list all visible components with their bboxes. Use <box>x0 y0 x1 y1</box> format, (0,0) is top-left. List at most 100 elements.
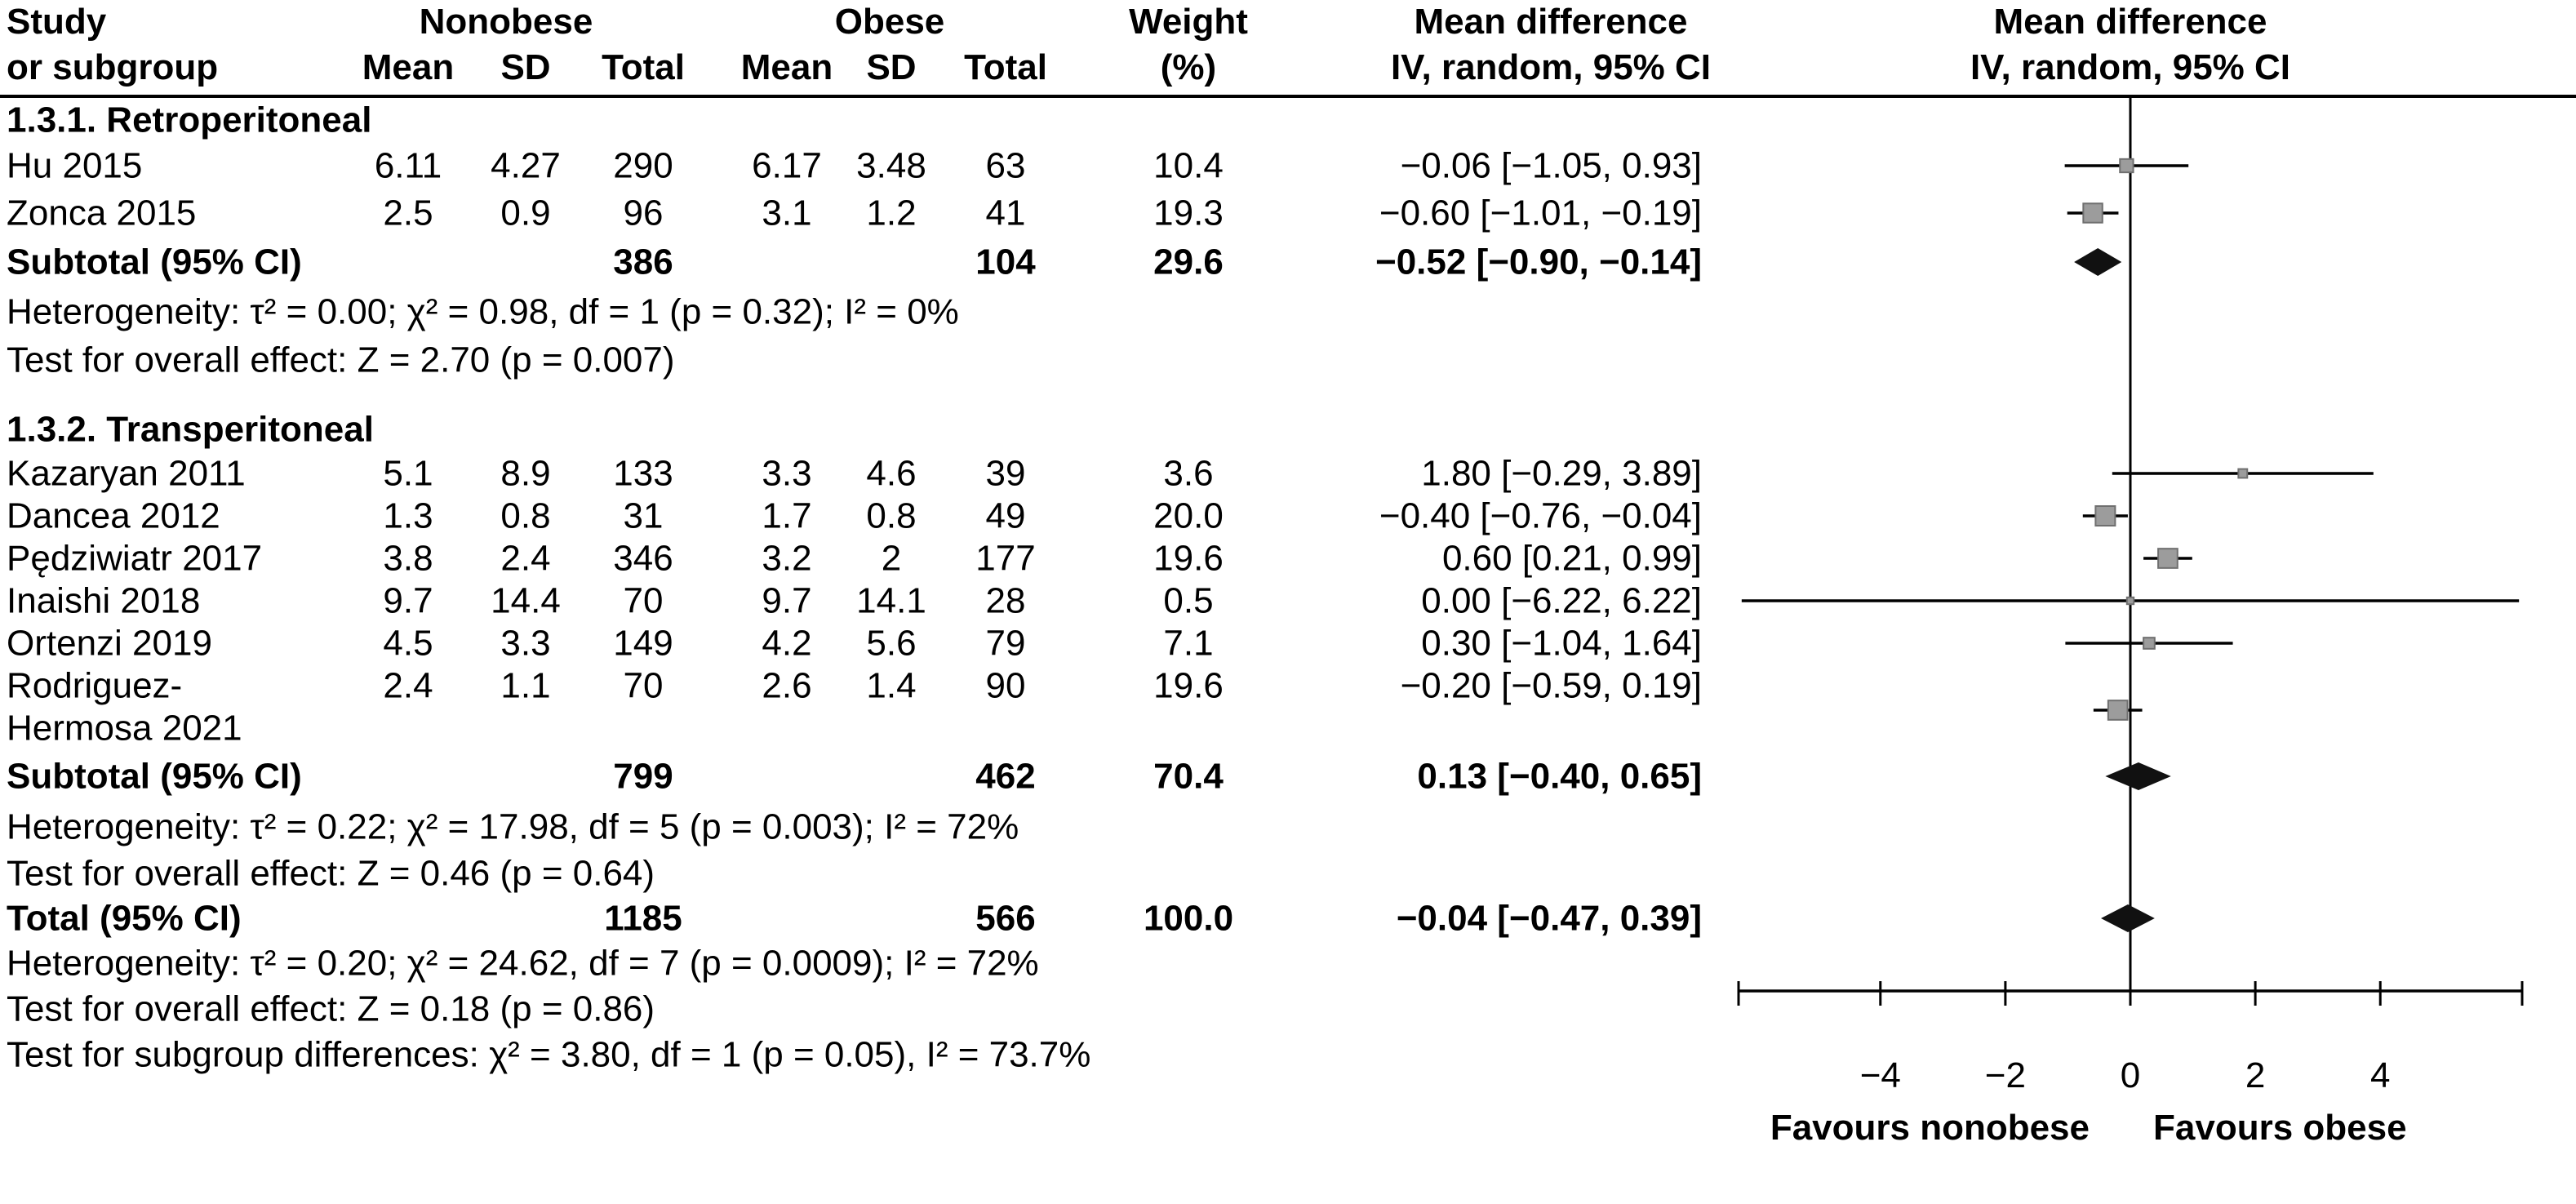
nonobese-sd: 8.9 <box>500 453 551 494</box>
study-row: Zonca 2015 2.5 0.9 96 3.1 1.2 41 19.3 −0.60 [−1.… <box>0 189 2576 237</box>
md-ci-text: −0.06 [−1.05, 0.93] <box>1400 145 1702 186</box>
study-row: Rodriguez- 2.4 1.1 70 2.6 1.4 90 19.6 −0.20 [−0.… <box>0 664 2576 707</box>
obese-mean: 3.1 <box>762 193 812 233</box>
total-md-ci-text: −0.04 [−0.47, 0.39] <box>1396 898 1702 939</box>
group-header-obese: Obese <box>834 2 945 42</box>
study-row: Kazaryan 2011 5.1 8.9 133 3.3 4.6 39 3.6 1.80 [−… <box>0 452 2576 495</box>
note-row: Test for subgroup differences: χ² = 3.80… <box>0 1032 2576 1077</box>
nonobese-total: 70 <box>623 580 664 621</box>
nonobese-total: 346 <box>613 538 673 579</box>
favours-right-label: Favours obese <box>2153 1108 2407 1148</box>
nonobese-sd: 1.1 <box>500 665 551 706</box>
study-name: Hu 2015 <box>7 145 143 186</box>
study-name-line2: Hermosa 2021 <box>7 708 242 749</box>
total-obese-total: 566 <box>975 898 1036 939</box>
obese-total: 177 <box>975 538 1036 579</box>
heterogeneity-note: Heterogeneity: τ² = 0.00; χ² = 0.98, df … <box>7 291 959 332</box>
note-row: Heterogeneity: τ² = 0.20; χ² = 24.62, df… <box>0 940 2576 986</box>
col-header-obese-total: Total <box>964 47 1047 87</box>
weight-pct: 19.6 <box>1153 665 1224 706</box>
weight-pct: 3.6 <box>1163 453 1214 494</box>
obese-total: 49 <box>985 495 1026 536</box>
col-header-md-text-line2: IV, random, 95% CI <box>1390 47 1712 87</box>
subtotal-md-ci-text: 0.13 [−0.40, 0.65] <box>1417 756 1702 797</box>
note-row: Test for overall effect: Z = 0.46 (p = 0… <box>0 851 2576 896</box>
subtotal-row: Subtotal (95% CI) 386 104 29.6 −0.52 [−0.90,… <box>0 237 2576 287</box>
study-name: Rodriguez- <box>7 665 183 706</box>
obese-sd: 0.8 <box>866 495 917 536</box>
total-nonobese-total: 1185 <box>604 898 682 939</box>
nonobese-mean: 2.4 <box>383 665 433 706</box>
obese-mean: 4.2 <box>762 623 812 664</box>
obese-mean: 3.2 <box>762 538 812 579</box>
study-row: Hu 2015 6.11 4.27 290 6.17 3.48 63 10.4 −0.06 [−… <box>0 142 2576 189</box>
nonobese-sd: 0.9 <box>500 193 551 233</box>
obese-sd: 4.6 <box>866 453 917 494</box>
total-row: Total (95% CI) 1185 566 100.0 −0.04 [−0.47, … <box>0 896 2576 940</box>
md-ci-text: −0.60 [−1.01, −0.19] <box>1379 193 1702 233</box>
subtotal-label: Subtotal (95% CI) <box>7 756 302 797</box>
nonobese-mean: 5.1 <box>383 453 433 494</box>
subtotal-obese-total: 462 <box>975 756 1036 797</box>
study-name: Pędziwiatr 2017 <box>7 538 263 579</box>
obese-mean: 1.7 <box>762 495 812 536</box>
md-ci-text: −0.20 [−0.59, 0.19] <box>1400 665 1702 706</box>
nonobese-total: 149 <box>613 623 673 664</box>
obese-sd: 1.2 <box>866 193 917 233</box>
note-row: Heterogeneity: τ² = 0.22; χ² = 17.98, df… <box>0 803 2576 851</box>
nonobese-total: 133 <box>613 453 673 494</box>
obese-total: 90 <box>985 665 1026 706</box>
table-rows: 1.3.1. Retroperitoneal Hu 2015 6.11 4.27 290… <box>0 98 2576 1077</box>
weight-pct: 19.3 <box>1153 193 1224 233</box>
overall-effect-note: Test for overall effect: Z = 0.46 (p = 0… <box>7 853 655 894</box>
obese-total: 63 <box>985 145 1026 186</box>
obese-sd: 1.4 <box>866 665 917 706</box>
subtotal-row: Subtotal (95% CI) 799 462 70.4 0.13 [−0.40, … <box>0 749 2576 803</box>
col-header-nonobese-sd: SD <box>500 47 551 87</box>
study-row: Pędziwiatr 2017 3.8 2.4 346 3.2 2 177 19.6 0.60 … <box>0 537 2576 580</box>
subtotal-weight: 70.4 <box>1153 756 1224 797</box>
nonobese-sd: 0.8 <box>500 495 551 536</box>
col-header-study-line2: or subgroup <box>7 47 219 87</box>
obese-total: 28 <box>985 580 1026 621</box>
obese-mean: 3.3 <box>762 453 812 494</box>
subtotal-weight: 29.6 <box>1153 242 1224 282</box>
obese-total: 79 <box>985 623 1026 664</box>
nonobese-mean: 6.11 <box>374 145 442 186</box>
nonobese-sd: 2.4 <box>500 538 551 579</box>
nonobese-total: 96 <box>623 193 664 233</box>
subtotal-nonobese-total: 386 <box>613 242 673 282</box>
col-header-nonobese-total: Total <box>602 47 685 87</box>
weight-pct: 20.0 <box>1153 495 1224 536</box>
subtotal-label: Subtotal (95% CI) <box>7 242 302 282</box>
study-name: Kazaryan 2011 <box>7 453 246 494</box>
col-header-weight-line1: Weight <box>1129 2 1248 42</box>
weight-pct: 10.4 <box>1153 145 1224 186</box>
md-ci-text: 0.60 [0.21, 0.99] <box>1441 538 1702 579</box>
note-row: Test for overall effect: Z = 2.70 (p = 0… <box>0 336 2576 384</box>
group-header-nonobese: Nonobese <box>419 2 593 42</box>
heterogeneity-note: Heterogeneity: τ² = 0.22; χ² = 17.98, df… <box>7 806 1019 847</box>
nonobese-total: 31 <box>623 495 664 536</box>
weight-pct: 19.6 <box>1153 538 1224 579</box>
obese-total: 41 <box>985 193 1026 233</box>
subtotal-nonobese-total: 799 <box>613 756 673 797</box>
nonobese-sd: 14.4 <box>491 580 561 621</box>
study-row: Dancea 2012 1.3 0.8 31 1.7 0.8 49 20.0 −0.40 [−0… <box>0 495 2576 537</box>
subgroup-differences-note: Test for subgroup differences: χ² = 3.80… <box>7 1034 1091 1075</box>
nonobese-mean: 9.7 <box>383 580 433 621</box>
nonobese-sd: 3.3 <box>500 623 551 664</box>
nonobese-mean: 4.5 <box>383 623 433 664</box>
study-row: Ortenzi 2019 4.5 3.3 149 4.2 5.6 79 7.1 0.30 [−1… <box>0 622 2576 664</box>
md-ci-text: 0.30 [−1.04, 1.64] <box>1421 623 1702 664</box>
md-ci-text: 0.00 [−6.22, 6.22] <box>1421 580 1702 621</box>
obese-mean: 6.17 <box>752 145 822 186</box>
col-header-nonobese-mean: Mean <box>362 47 455 87</box>
study-row: Inaishi 2018 9.7 14.4 70 9.7 14.1 28 0.5 0.00 [−… <box>0 580 2576 622</box>
study-name: Inaishi 2018 <box>7 580 201 621</box>
favours-left-label: Favours nonobese <box>1770 1108 2090 1148</box>
obese-sd: 2 <box>881 538 902 579</box>
subtotal-obese-total: 104 <box>975 242 1036 282</box>
spacer-row <box>0 384 2576 407</box>
